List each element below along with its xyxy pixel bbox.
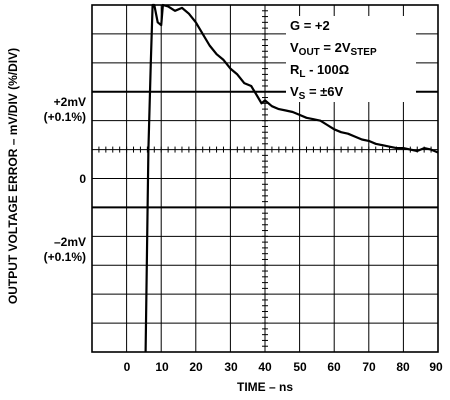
x-tick-label: 60: [327, 360, 341, 374]
y-axis-title: OUTPUT VOLTAGE ERROR – mV/DIV (%/DIV): [6, 48, 20, 304]
annotation-background: [286, 16, 416, 102]
axis-ticks: [91, 4, 439, 353]
annotation-vs: VS = ±6V: [290, 84, 344, 102]
annotation-vout: VOUT = 2VSTEP: [290, 40, 377, 58]
annotation-gain: G = +2: [290, 18, 330, 33]
x-tick-label: 70: [362, 360, 376, 374]
y-tick-labels: +2mV (+0.1%) 0 –2mV (+0.1%): [44, 95, 87, 264]
y-tick-label-pos2-line2: (+0.1%): [44, 110, 86, 124]
annotation-block: G = +2 VOUT = 2VSTEP RL - 100Ω VS = ±6V: [286, 16, 416, 102]
x-tick-label: 90: [429, 360, 443, 374]
x-tick-label: 80: [396, 360, 410, 374]
annotation-rl: RL - 100Ω: [290, 62, 349, 80]
y-tick-label-pos2-line1: +2mV: [54, 95, 86, 109]
y-tick-label-neg2-line1: –2mV: [54, 235, 86, 249]
x-tick-labels: 0 10 20 30 40 50 60 70 80 90: [124, 360, 443, 374]
x-tick-label: 30: [224, 360, 238, 374]
y-tick-label-neg2-line2: (+0.1%): [44, 250, 86, 264]
x-tick-label: 40: [258, 360, 272, 374]
x-tick-label: 50: [293, 360, 307, 374]
x-axis-title: TIME – ns: [237, 380, 293, 394]
x-tick-label: 10: [155, 360, 169, 374]
y-tick-label-zero: 0: [79, 172, 86, 186]
x-tick-label: 20: [189, 360, 203, 374]
series-line: [144, 3, 439, 353]
series-layer: [144, 3, 439, 353]
x-tick-label: 0: [124, 360, 131, 374]
